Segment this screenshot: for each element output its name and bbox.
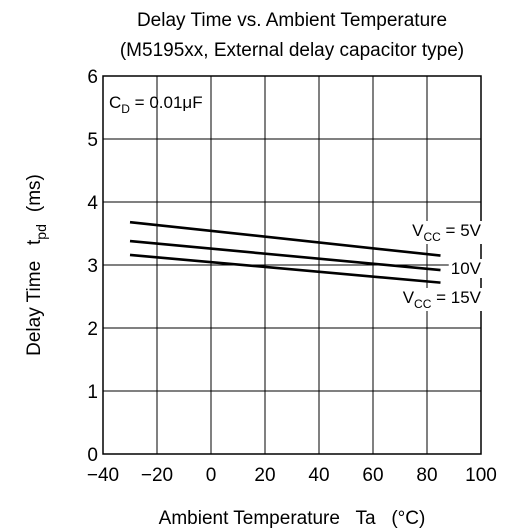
x-tick-label: 40	[308, 465, 329, 486]
y-tick-label: 4	[87, 193, 98, 214]
x-tick-labels: −40 −20 0 20 40 60 80 100	[87, 465, 497, 486]
series-labels: VCC = 5V 10V VCC = 15V	[400, 221, 484, 311]
y-tick-label: 1	[87, 382, 98, 403]
chart-subtitle: (M5195xx, External delay capacitor type)	[120, 40, 464, 61]
x-tick-label: −40	[87, 465, 119, 486]
annotation-capacitor: CD = 0.01μF	[109, 93, 203, 116]
series-label: VCC = 5V	[412, 221, 482, 244]
series-label: VCC = 15V	[403, 288, 482, 311]
y-axis-label: Delay Time tpd (ms)	[24, 174, 49, 356]
y-axis-label-main: Delay Time t	[24, 239, 45, 356]
y-axis-label-unit: (ms)	[24, 174, 45, 212]
series-line-vcc-10v	[129, 239, 441, 272]
x-tick-label: −20	[141, 465, 173, 486]
x-tick-label: 0	[206, 465, 217, 486]
grid	[103, 76, 481, 454]
chart-title: Delay Time vs. Ambient Temperature	[137, 10, 447, 31]
series-lines	[129, 220, 441, 284]
x-tick-label: 20	[254, 465, 275, 486]
annotation-sub: D	[121, 102, 130, 116]
y-tick-labels: 0 1 2 3 4 5 6	[87, 67, 98, 466]
x-tick-label: 60	[362, 465, 383, 486]
y-tick-label: 3	[87, 256, 98, 277]
x-tick-label: 100	[465, 465, 497, 486]
series-line-vcc-15v	[129, 253, 441, 284]
series-label: 10V	[451, 259, 482, 278]
y-tick-label: 6	[87, 67, 98, 88]
y-tick-label: 2	[87, 319, 98, 340]
x-axis-label: Ambient Temperature Ta (°C)	[159, 508, 426, 529]
series-line-vcc-5v	[129, 220, 441, 257]
x-tick-label: 80	[416, 465, 437, 486]
series-label-background	[400, 288, 484, 311]
annotation-rest: = 0.01μF	[130, 93, 203, 112]
series-label-background	[448, 259, 484, 278]
y-tick-label: 0	[87, 445, 98, 466]
annotation-main: C	[109, 93, 121, 112]
y-axis-label-sub: pd	[33, 224, 49, 240]
series-label-background	[410, 221, 484, 244]
y-tick-label: 5	[87, 130, 98, 151]
